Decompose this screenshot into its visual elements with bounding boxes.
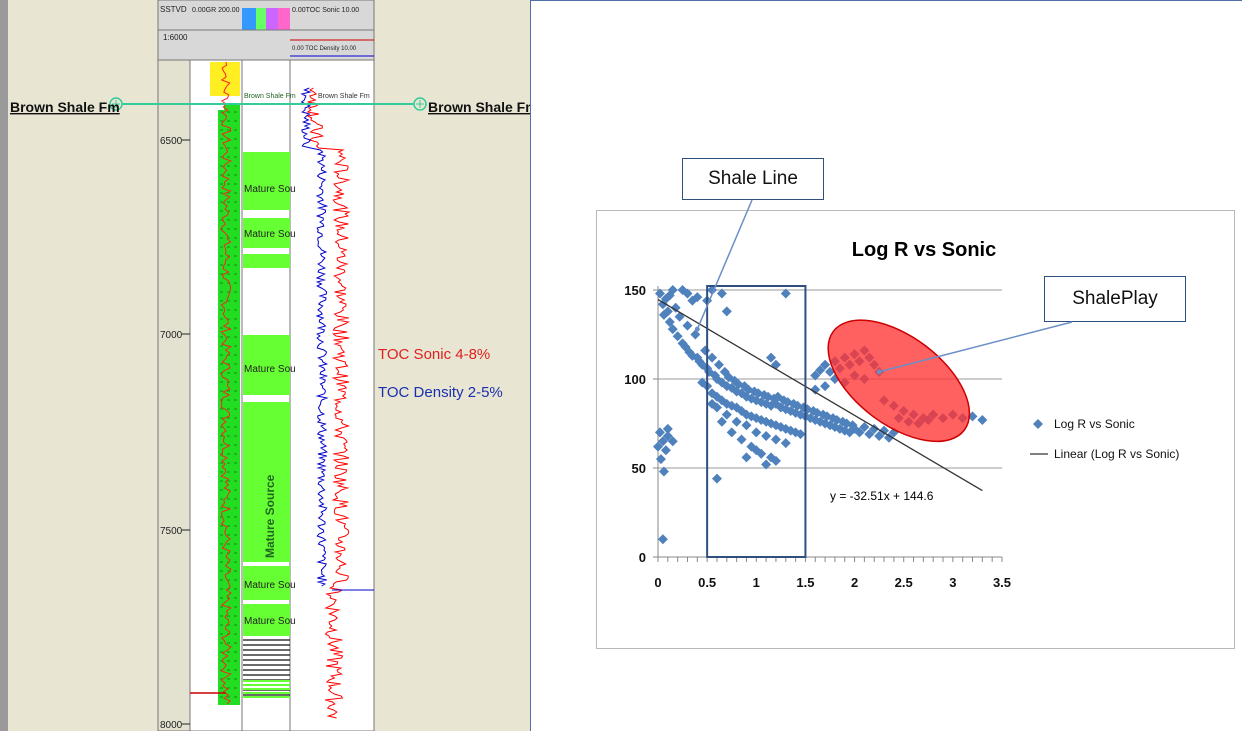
source-block [243,254,290,268]
scatter-point [657,436,668,447]
scatter-point [687,295,698,306]
x-tick-label: 2 [851,575,858,590]
y-tick-label: 100 [624,372,646,387]
source-block [243,604,290,636]
scatter-point [660,445,671,456]
x-tick-label: 1 [753,575,760,590]
gr-yellow-zone [210,62,240,96]
source-block [243,402,290,562]
scatter-point [654,427,665,438]
header-color-bar-3 [256,8,266,30]
source-label: Mature Sou [244,580,296,591]
scatter-point [677,285,688,295]
legend-label-trend: Linear (Log R vs Sonic) [1054,447,1179,461]
x-tick-label: 3 [949,575,956,590]
scatter-point [690,329,701,340]
log-panel-left-strip [0,0,8,731]
formation-top-label-right: Brown Shale Fm [428,99,530,115]
scatter-point [658,309,669,320]
scatter-point [667,324,678,335]
depth-label: 6500 [160,136,183,147]
scatter-point [815,416,826,427]
source-block [243,218,290,248]
header-color-bar-4 [278,8,290,30]
scatter-point [664,317,675,328]
scatter-point [680,341,691,352]
source-label: Mature Sou [244,364,296,375]
source-block [243,566,290,600]
well-log-panel: SSTVD 1:6000 0.00GR 200.00 0.00TOC Sonic… [0,0,530,731]
scatter-point [670,302,681,313]
toc-sonic-legend: TOC Sonic 4-8% [378,346,491,363]
formation-top-label-left: Brown Shale Fm [10,99,120,115]
y-tick-label: 0 [639,550,646,565]
source-label: Mature Sou [244,616,296,627]
legend-label-scatter: Log R vs Sonic [1054,417,1135,431]
header-toc-density: 0.00 TOC Density 10.00 [292,46,357,52]
toc-density-curve [300,87,329,587]
source-label: Mature Source [263,474,277,558]
depth-label: 8000 [160,720,183,731]
scatter-point [697,377,708,388]
chart-title: Log R vs Sonic [852,239,996,261]
scatter-point [660,293,671,304]
toc-track-top-label: Brown Shale Fm [318,93,370,100]
x-tick-label: 0.5 [698,575,716,590]
header-color-bar-2 [242,8,256,30]
source-block [243,152,290,210]
header-gr-track: 0.00GR 200.00 [192,7,240,14]
top-border [530,0,1242,1]
scatter-point [662,306,673,317]
x-tick-label: 3.5 [993,575,1011,590]
header-depth-track: SSTVD [160,5,187,14]
scatter-point [687,350,698,361]
scatter-point [682,320,693,331]
y-tick-label: 50 [632,461,646,476]
shale-line-callout: Shale Line [682,158,824,200]
source-block [243,335,290,395]
scatter-point [667,285,678,295]
scatter-point [664,290,675,301]
toc-density-legend: TOC Density 2-5% [378,384,503,401]
scatter-point [658,466,669,477]
scatter-point [654,288,665,299]
x-tick-label: 1.5 [796,575,814,590]
legend-marker-scatter [1033,419,1043,429]
depth-label: 7000 [160,330,183,341]
scatter-point [653,441,663,452]
trendline-equation: y = -32.51x + 144.6 [830,489,934,503]
depth-label: 7500 [160,526,183,537]
gr-lithology-pattern [220,111,237,698]
scatter-point [662,423,673,434]
scatter-point [657,534,668,545]
scatter-point [667,436,678,447]
shale-play-callout: ShalePlay [1044,276,1186,322]
scatter-point [672,331,683,342]
x-tick-label: 0 [654,575,661,590]
shale-play-callout-text: ShalePlay [1072,288,1158,309]
panel-divider [530,0,531,731]
source-label: Mature Sou [244,229,296,240]
gr-curve [220,61,233,705]
header-depth-scale: 1:6000 [163,33,188,42]
scatter-point [977,414,988,425]
source-label: Mature Sou [244,184,296,195]
scatter-point [815,365,826,376]
scatter-point [810,384,821,395]
x-tick-label: 2.5 [895,575,913,590]
y-tick-label: 150 [624,283,646,298]
scatter-point [697,359,708,370]
scatter-point [662,430,673,441]
scatter-point [694,356,705,367]
depth-track [157,0,191,731]
formation-stripes [243,639,290,698]
shale-line-callout-text: Shale Line [708,168,798,189]
scatter-point [655,454,666,465]
scatter-point [810,370,821,381]
toc-sonic-curve [306,87,351,719]
formation-track-top-label: Brown Shale Fm [244,93,296,100]
header-toc-sonic: 0.00TOC Sonic 10.00 [292,7,359,14]
